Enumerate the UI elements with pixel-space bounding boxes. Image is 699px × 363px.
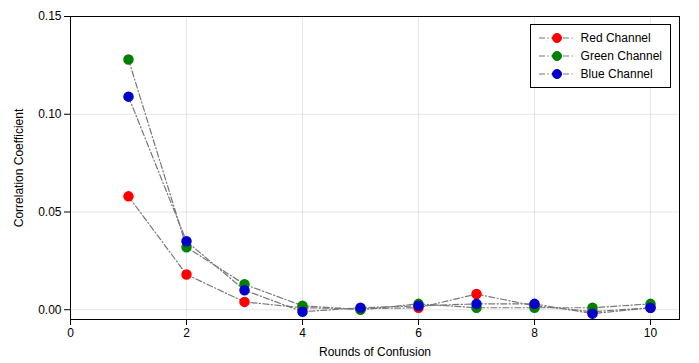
svg-text:10: 10 xyxy=(644,326,658,340)
html-text:Green Channel: Green Channel xyxy=(580,49,662,63)
svg-text:0.00: 0.00 xyxy=(38,303,62,317)
svg-text:Correlation Coefficient: Correlation Coefficient xyxy=(12,108,26,227)
svg-text:0.05: 0.05 xyxy=(38,205,62,219)
svg-text:Rounds of Confusion: Rounds of Confusion xyxy=(319,345,431,359)
svg-text:2: 2 xyxy=(183,326,190,340)
svg-text:0.15: 0.15 xyxy=(38,9,62,23)
svg-text:8: 8 xyxy=(531,326,538,340)
svg-text:6: 6 xyxy=(415,326,422,340)
html-text:Blue Channel: Blue Channel xyxy=(580,67,653,81)
html-text:Red Channel: Red Channel xyxy=(580,31,651,45)
svg-text:0: 0 xyxy=(67,326,74,340)
svg-text:4: 4 xyxy=(299,326,306,340)
svg-text:0.10: 0.10 xyxy=(38,107,62,121)
